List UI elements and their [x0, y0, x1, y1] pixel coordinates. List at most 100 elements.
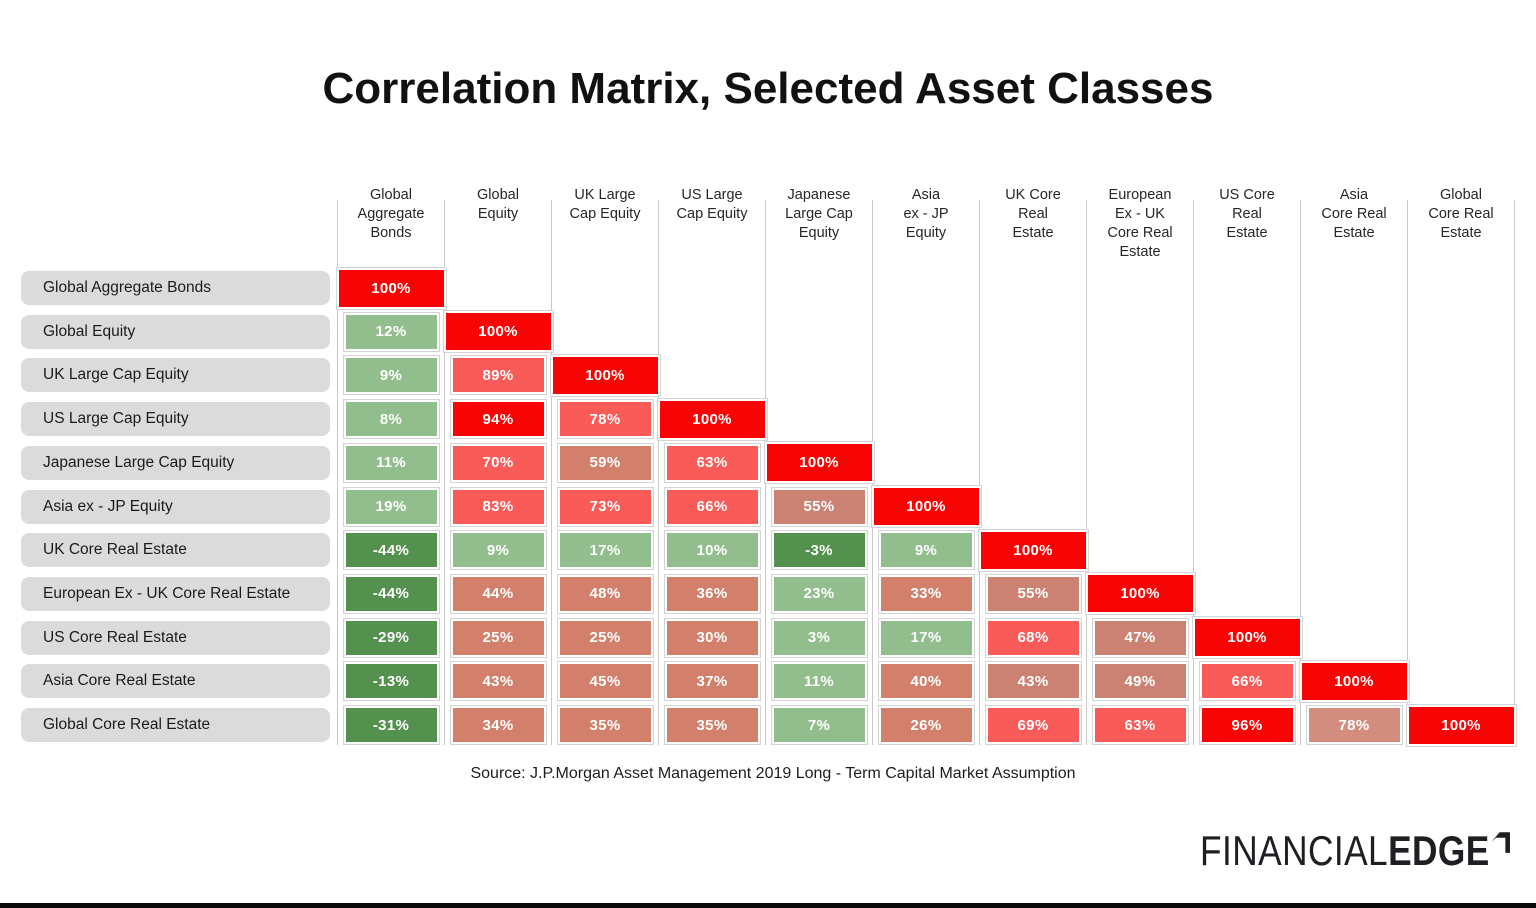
matrix-cell: 49% [1091, 661, 1189, 702]
matrix-cell-value: 34% [452, 708, 544, 742]
matrix-cell: 35% [556, 705, 654, 745]
matrix-cell: 68% [984, 617, 1082, 658]
column-separator-line [658, 200, 659, 745]
matrix-cell-value: -13% [345, 664, 437, 699]
matrix-cell-value: 66% [666, 489, 758, 524]
matrix-cell-value: 43% [987, 664, 1079, 699]
matrix-cell-diagonal: 100% [442, 310, 554, 354]
matrix-cell: -44% [342, 530, 440, 571]
matrix-cell: 34% [449, 705, 547, 745]
logo-text-edge: EDGE [1388, 827, 1490, 874]
matrix-cell: 19% [342, 486, 440, 527]
matrix-cell-value: 49% [1094, 664, 1186, 699]
matrix-cell: -3% [770, 530, 868, 571]
row-label: US Core Real Estate [21, 620, 330, 655]
matrix-cell-value: 78% [559, 402, 651, 437]
matrix-cell: 55% [770, 486, 868, 527]
matrix-cell: 70% [449, 442, 547, 483]
column-header: US Large Cap Equity [676, 187, 748, 222]
matrix-cell: 73% [556, 486, 654, 527]
matrix-cell: 66% [663, 486, 761, 527]
column-header: Japanese Large Cap Equity [785, 187, 853, 241]
matrix-cell: 36% [663, 573, 761, 614]
matrix-cell-value: 100% [1087, 575, 1193, 613]
matrix-cell-value: -31% [345, 708, 437, 742]
row-label: Global Aggregate Bonds [21, 271, 330, 305]
row-label: European Ex - UK Core Real Estate [21, 576, 330, 611]
matrix-cell: 17% [556, 530, 654, 571]
column-header: UK Large Cap Equity [569, 187, 641, 222]
matrix-cell: 69% [984, 705, 1082, 745]
matrix-cell: 78% [1305, 705, 1403, 745]
matrix-cell: -29% [342, 617, 440, 658]
matrix-cell-value: 100% [1408, 706, 1514, 744]
matrix-cell: 78% [556, 399, 654, 440]
matrix-cell: 96% [1198, 705, 1296, 745]
row-label: Global Equity [21, 314, 330, 349]
matrix-cell-value: 40% [880, 664, 972, 699]
matrix-cell-value: 100% [1194, 619, 1300, 657]
column-separator-line [551, 200, 552, 745]
row-label: Asia Core Real Estate [21, 664, 330, 699]
matrix-cell-value: 23% [773, 576, 865, 611]
column-header: US Core Real Estate [1219, 187, 1275, 241]
matrix-cell: 3% [770, 617, 868, 658]
column-separator-line [1514, 200, 1515, 745]
matrix-cell-value: 26% [880, 708, 972, 742]
matrix-cell: 26% [877, 705, 975, 745]
matrix-cell: 55% [984, 573, 1082, 614]
matrix-cell: 9% [877, 530, 975, 571]
column-header: Asia Core Real Estate [1321, 187, 1387, 241]
matrix-cell-value: 11% [773, 664, 865, 699]
column-separator-line [337, 200, 338, 745]
column-header: Global Core Real Estate [1428, 187, 1494, 241]
matrix-cell-value: 35% [666, 708, 758, 742]
matrix-cell: 83% [449, 486, 547, 527]
matrix-cell-value: 63% [666, 445, 758, 480]
matrix-cell-value: 9% [345, 358, 437, 393]
matrix-cell: 63% [1091, 705, 1189, 745]
matrix-cell: -44% [342, 573, 440, 614]
matrix-cell-value: 83% [452, 489, 544, 524]
matrix-cell: 7% [770, 705, 868, 745]
matrix-cell: 43% [449, 661, 547, 702]
matrix-cell-value: -29% [345, 620, 437, 655]
column-separator-line [979, 200, 980, 745]
matrix-cell-value: 47% [1094, 620, 1186, 655]
matrix-cell-value: 35% [559, 708, 651, 742]
row-label: Global Core Real Estate [21, 708, 330, 742]
matrix-cell: 9% [342, 355, 440, 396]
matrix-cell: 89% [449, 355, 547, 396]
column-separator-line [1300, 200, 1301, 745]
matrix-cell-value: 10% [666, 533, 758, 568]
matrix-cell: 45% [556, 661, 654, 702]
edge-corner-icon [1491, 832, 1510, 853]
matrix-cell-value: 8% [345, 402, 437, 437]
matrix-cell-value: 100% [445, 313, 551, 351]
matrix-cell-value: 63% [1094, 708, 1186, 742]
row-label: UK Large Cap Equity [21, 358, 330, 393]
matrix-cell-value: 36% [666, 576, 758, 611]
row-label: Japanese Large Cap Equity [21, 445, 330, 480]
matrix-cell-value: 100% [873, 488, 979, 525]
matrix-cell: -13% [342, 661, 440, 702]
matrix-cell-value: 19% [345, 489, 437, 524]
row-label: US Large Cap Equity [21, 402, 330, 437]
page-title: Correlation Matrix, Selected Asset Class… [322, 64, 1214, 113]
row-label: Asia ex - JP Equity [21, 489, 330, 524]
matrix-cell-diagonal: 100% [870, 485, 982, 528]
matrix-cell: 12% [342, 311, 440, 352]
matrix-cell: 43% [984, 661, 1082, 702]
matrix-cell-value: 17% [559, 533, 651, 568]
matrix-cell-value: 89% [452, 358, 544, 393]
matrix-cell-value: -44% [345, 533, 437, 568]
matrix-cell: 63% [663, 442, 761, 483]
matrix-cell: 25% [556, 617, 654, 658]
matrix-cell: 23% [770, 573, 868, 614]
matrix-cell-value: 100% [659, 400, 765, 438]
matrix-cell-value: 25% [452, 620, 544, 655]
matrix-cell: 11% [342, 442, 440, 483]
matrix-cell: 9% [449, 530, 547, 571]
matrix-cell: 48% [556, 573, 654, 614]
